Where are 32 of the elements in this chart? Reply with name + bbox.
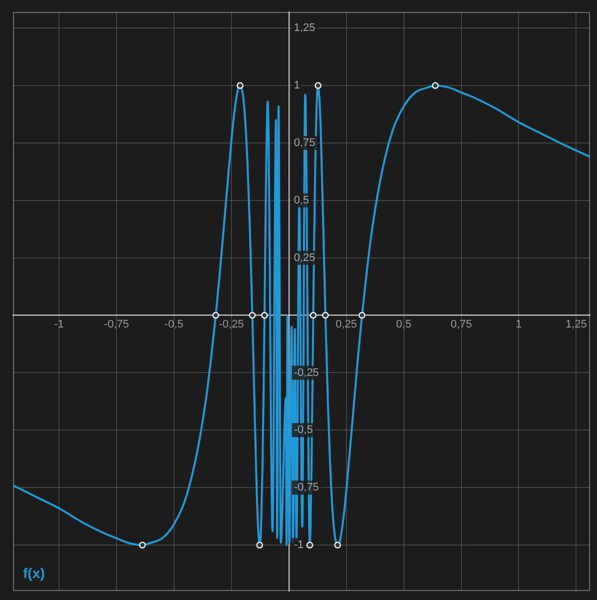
y-tick-label: 0,25 (294, 252, 316, 264)
x-tick-label: -0,75 (104, 318, 129, 330)
point (236, 82, 244, 89)
y-tick-label: 0,5 (294, 194, 310, 206)
x-tick-label: -0,25 (218, 318, 244, 330)
point (248, 312, 256, 319)
x-tick-label: -1 (54, 318, 64, 330)
y-tick-label: -0,25 (294, 366, 319, 379)
x-tick-label: 1,25 (565, 318, 587, 330)
text: f(x) (23, 564, 45, 581)
point (256, 542, 264, 548)
point (334, 542, 342, 548)
point (212, 312, 220, 319)
y-tick-label: -1 (294, 539, 304, 552)
y-tick-label: 1,25 (294, 22, 316, 34)
y-tick-label: 1 (294, 80, 300, 92)
x-tick-label: 0,75 (450, 318, 472, 330)
x-tick-label: 0,5 (396, 318, 412, 330)
y-tick-label: -0,5 (294, 424, 313, 436)
point (138, 542, 146, 548)
point (432, 82, 439, 89)
point (358, 312, 366, 319)
x-tick-label: -0,5 (164, 318, 184, 330)
x-tick-label: 1 (516, 318, 522, 330)
point (306, 542, 314, 548)
y-tick-label: 0,75 (294, 136, 316, 149)
point (261, 312, 268, 319)
point (314, 82, 322, 89)
x-tick-label: 0,25 (336, 318, 358, 330)
point (310, 312, 317, 319)
point (322, 312, 329, 319)
y-tick-label: -0,75 (294, 482, 319, 494)
